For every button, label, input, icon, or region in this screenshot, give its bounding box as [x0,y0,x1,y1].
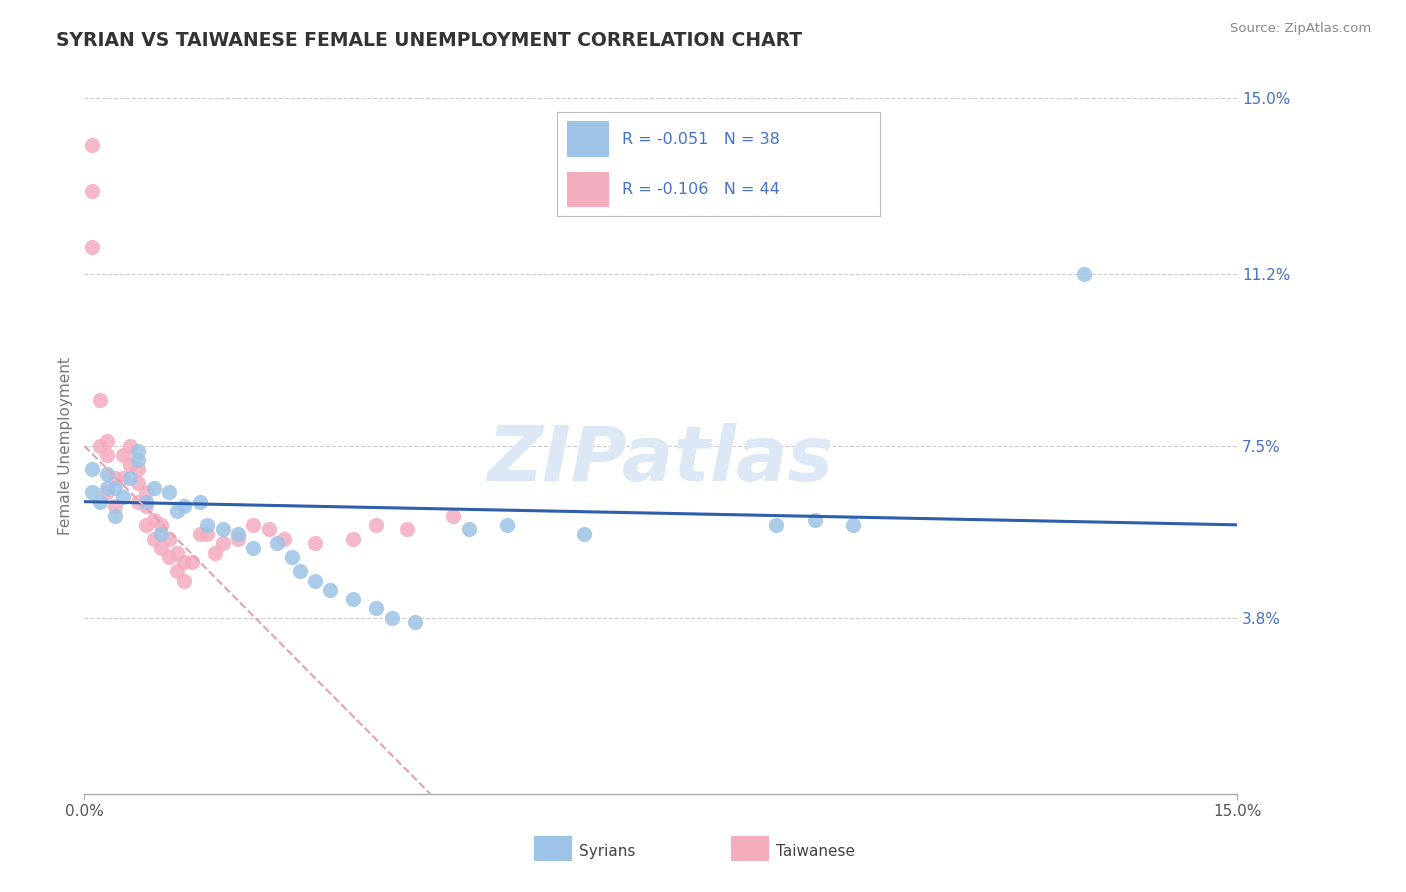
Point [104,500,127,514]
Point [842,517,865,532]
Point [104,481,127,495]
Point [111,471,134,485]
Point [157,485,180,500]
Point [89,392,111,407]
Point [381,610,404,624]
Point [96,448,118,462]
Point [127,453,149,467]
Point [366,601,388,615]
Point [281,550,304,565]
Point [304,574,326,588]
Point [572,527,595,541]
Point [120,458,142,472]
Text: ZIPatlas: ZIPatlas [488,423,834,497]
Point [204,546,226,560]
Point [304,536,326,550]
Point [89,494,111,508]
Point [166,564,188,578]
Point [150,517,173,532]
Point [173,500,195,514]
Point [135,500,157,514]
Point [135,485,157,500]
Point [166,504,188,518]
Point [211,536,233,550]
Point [80,485,103,500]
Point [266,536,288,550]
Point [142,513,165,527]
Text: SYRIAN VS TAIWANESE FEMALE UNEMPLOYMENT CORRELATION CHART: SYRIAN VS TAIWANESE FEMALE UNEMPLOYMENT … [56,31,803,50]
Point [80,137,103,152]
Point [135,494,157,508]
Point [273,532,295,546]
Point [242,517,264,532]
Point [80,462,103,476]
Point [142,532,165,546]
Point [80,184,103,198]
Point [342,592,364,607]
Point [96,481,118,495]
Point [211,523,233,537]
Point [195,517,218,532]
Point [257,523,280,537]
Point [111,448,134,462]
Point [319,582,342,597]
Point [173,574,195,588]
Point [120,471,142,485]
Point [342,532,364,546]
Point [80,239,103,253]
Point [166,546,188,560]
Point [96,485,118,500]
Point [120,439,142,453]
Text: Syrians: Syrians [579,845,636,859]
Text: Taiwanese: Taiwanese [776,845,855,859]
Point [226,532,249,546]
Point [181,555,204,569]
Point [242,541,264,555]
Point [496,517,519,532]
Point [127,443,149,458]
Point [366,517,388,532]
Point [104,471,127,485]
Point [127,462,149,476]
Point [457,523,479,537]
Point [404,615,426,630]
Point [157,550,180,565]
Point [127,476,149,491]
Point [188,494,211,508]
Point [111,490,134,504]
Text: Source: ZipAtlas.com: Source: ZipAtlas.com [1230,22,1371,36]
Point [288,564,311,578]
Point [142,481,165,495]
Point [89,439,111,453]
Point [803,513,825,527]
Point [188,527,211,541]
Point [135,517,157,532]
Point [104,508,127,523]
Point [195,527,218,541]
Point [441,508,464,523]
Y-axis label: Female Unemployment: Female Unemployment [58,357,73,535]
Point [96,434,118,449]
Point [127,494,149,508]
Point [396,523,419,537]
Point [1073,268,1095,282]
Point [157,532,180,546]
Point [765,517,787,532]
Point [226,527,249,541]
Point [96,467,118,481]
Point [173,555,195,569]
Point [150,541,173,555]
Point [150,527,173,541]
